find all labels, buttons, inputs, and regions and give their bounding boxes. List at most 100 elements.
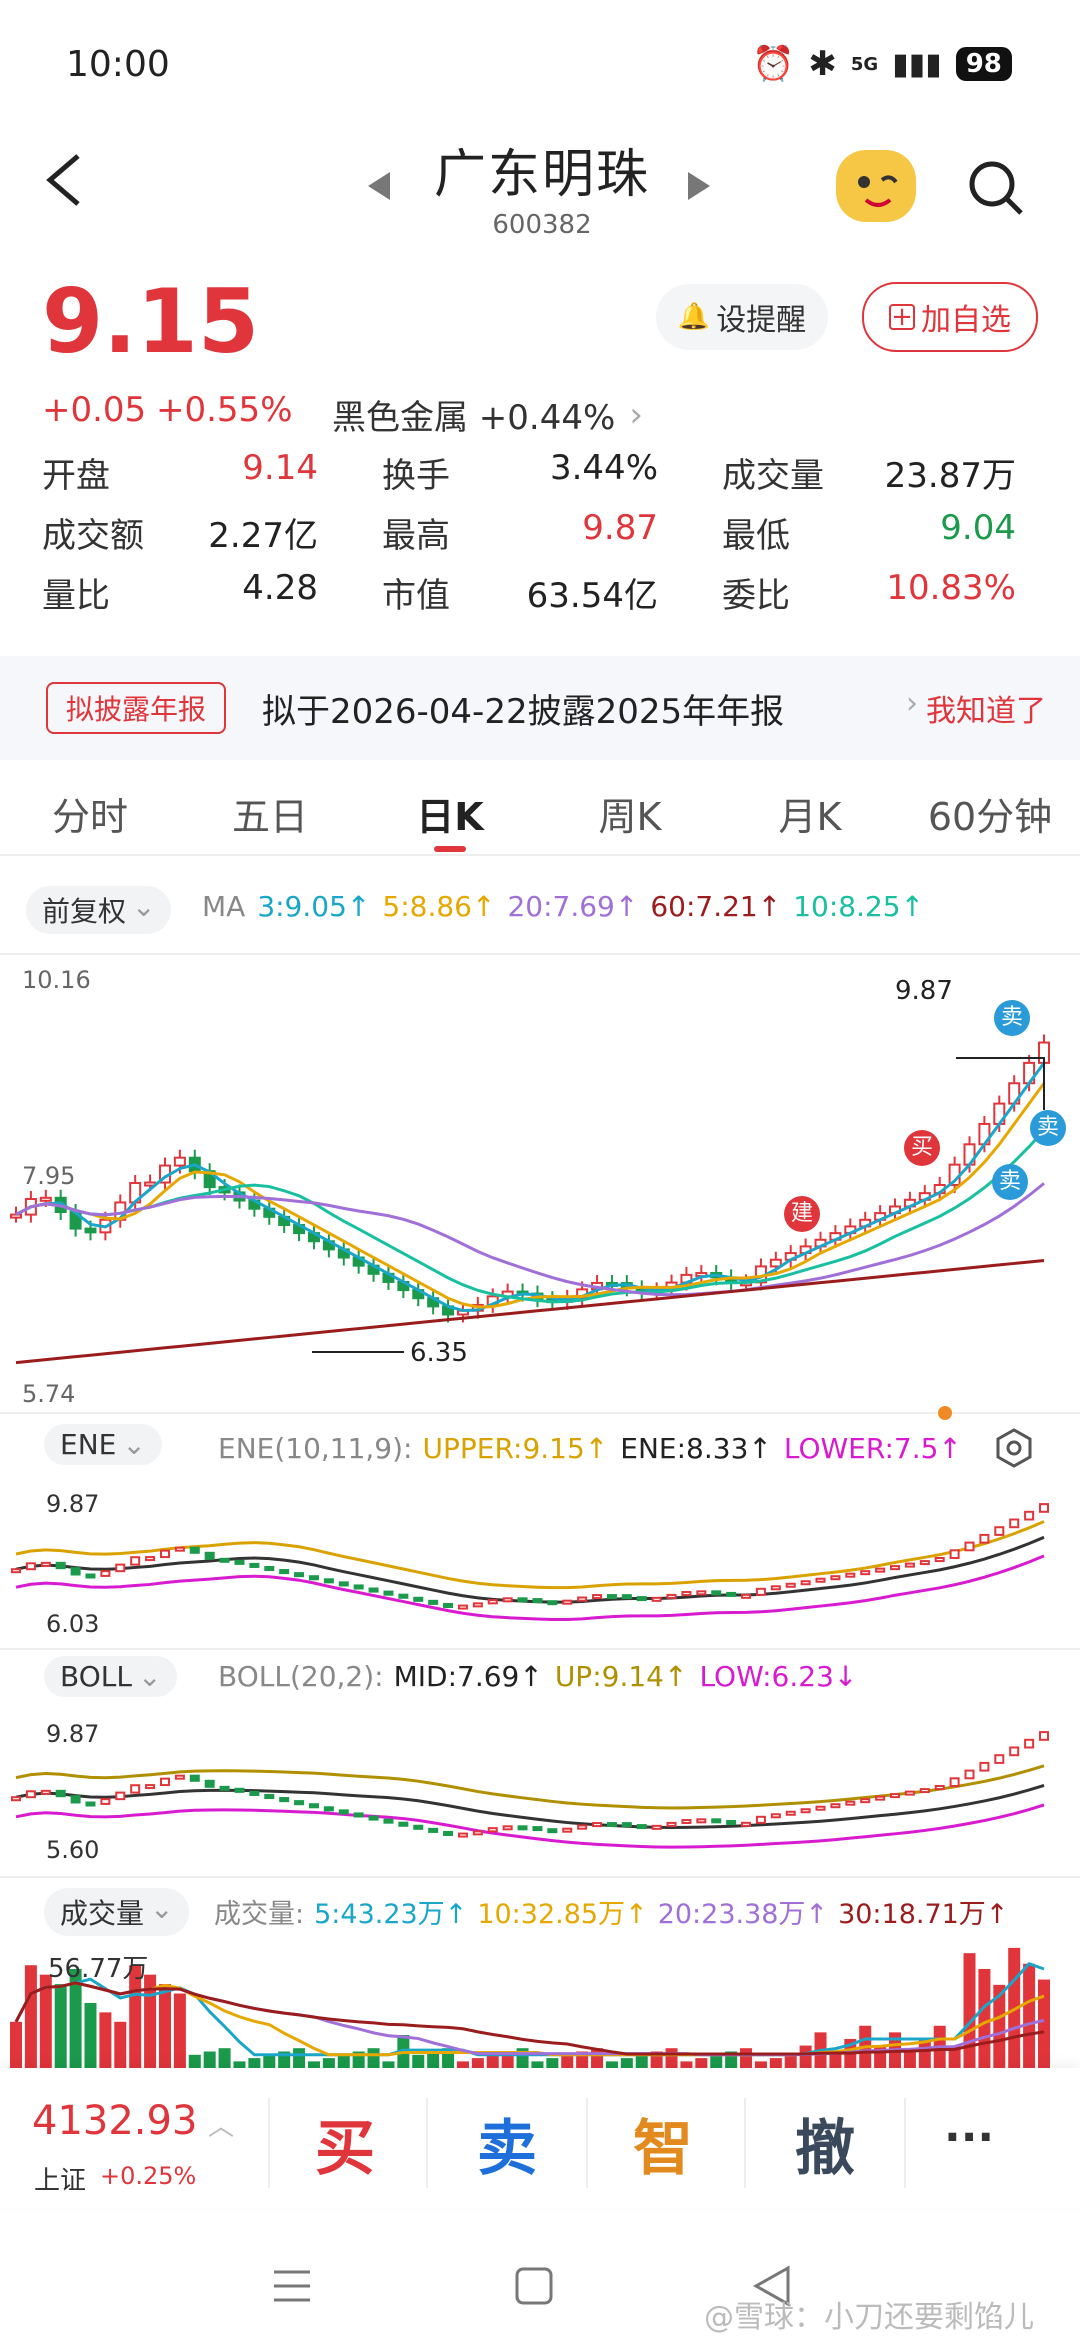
candle [308,1803,319,1809]
tab-period[interactable]: 分时 [0,786,180,846]
legend-item: UP:9.14↑ [554,1660,688,1693]
tab-period[interactable]: 60分钟 [900,786,1080,846]
bottom-action-bar [0,2068,1080,2208]
smart-button[interactable]: 智 [633,2114,693,2184]
candle [726,1819,737,1825]
volume-bar [337,2054,350,2068]
candle [502,1825,513,1831]
volume-bar [263,2054,276,2068]
chevron-up-icon[interactable]: ︿ [208,2112,235,2142]
add-watchlist-button[interactable]: + 加自选 [862,282,1038,352]
kline-chart[interactable] [0,950,1080,1410]
volume-divider [0,1876,1080,1878]
stat-value: 9.14 [242,448,318,488]
candle [681,1819,692,1825]
prev-stock-icon[interactable] [366,170,392,206]
volume-bar [784,2054,797,2068]
tab-period[interactable]: 周K [540,786,720,846]
candle [323,1578,334,1584]
home-nav-icon[interactable] [514,2266,554,2310]
volume-dropdown[interactable]: 成交量 ⌄ [44,1888,190,1936]
tab-label: 60分钟 [927,795,1053,839]
candle [1024,1738,1035,1749]
divider [426,2098,428,2188]
candle [606,1594,617,1600]
signal-marker[interactable]: 卖 [994,1000,1030,1036]
candle [10,1213,22,1219]
candle [696,1590,707,1596]
candle [85,1573,96,1579]
cancel-order-button[interactable]: 撤 [795,2114,855,2184]
volume-bar [680,2061,693,2068]
search-icon[interactable] [966,158,1026,222]
settings-icon[interactable] [994,1428,1034,1472]
signal-marker[interactable]: 卖 [1030,1110,1066,1146]
candle [130,1784,141,1794]
candle [949,1549,960,1560]
sector-link[interactable]: 黑色金属 +0.44% › [332,390,643,439]
tab-label: 日K [416,795,484,839]
menu-nav-icon[interactable] [272,2266,312,2310]
candle [159,1549,170,1559]
volume-chart[interactable] [0,1936,1080,2068]
kline-y-top: 10.16 [22,966,91,994]
buy-button[interactable]: 买 [315,2114,375,2184]
signal-icon: ▮▮▮ [892,46,942,82]
candle [264,1793,275,1800]
candle [443,1602,454,1608]
more-button[interactable]: ··· [944,2112,995,2163]
candle [294,1800,305,1806]
candle [517,1825,528,1831]
sell-button[interactable]: 卖 [477,2114,537,2184]
boll-items: MID:7.69↑ UP:9.14↑ LOW:6.23↓ [394,1660,858,1693]
stat-label: 最高 [382,516,450,556]
legend-item: UPPER:9.15↑ [422,1432,609,1465]
signal-marker[interactable]: 卖 [992,1164,1028,1200]
volume-bar [740,2048,753,2068]
kline-low-label: 6.35 [410,1338,468,1368]
candle [1039,1731,1049,1741]
ene-dropdown[interactable]: ENE ⌄ [44,1424,162,1465]
candle [55,1561,66,1570]
tab-period[interactable]: 日K [360,786,540,852]
index-value[interactable]: 4132.93 [32,2098,198,2144]
signal-marker[interactable]: 建 [784,1196,820,1232]
chevron-down-icon: ⌄ [132,890,156,923]
set-alert-button[interactable]: 🔔 设提醒 [656,284,828,350]
candle [532,1598,543,1604]
signal-marker[interactable]: 买 [904,1130,940,1166]
candle [666,1821,677,1827]
ene-chart[interactable] [0,1478,1080,1648]
candle [592,1822,603,1828]
notice-dismiss-button[interactable]: › 我知道了 [906,686,1046,730]
candle [398,1593,409,1599]
volume-bar [903,2052,916,2068]
price-change-pct: +0.55% [156,390,293,430]
candle [279,1569,290,1575]
candle [800,1580,811,1586]
tab-label: 月K [778,795,842,839]
adjust-dropdown[interactable]: 前复权 ⌄ [26,886,172,934]
boll-chart[interactable] [0,1706,1080,1876]
tab-period[interactable]: 月K [720,786,900,846]
candle [234,1787,245,1793]
next-stock-icon[interactable] [686,170,712,206]
notice-tag: 拟披露年报 [46,682,227,734]
volume-bar [918,2038,931,2068]
mascot-icon[interactable] [836,150,916,222]
indicator-line [15,1764,1045,1810]
back-nav-icon[interactable] [752,2264,792,2312]
candle [741,1593,752,1599]
legend-item: 20:23.38万↑ [657,1899,829,1930]
candle [741,1821,752,1827]
indicator-line [15,1062,1046,1313]
candle [979,1761,990,1772]
candle [904,1562,915,1568]
volume-bar [456,2061,469,2068]
volume-param: 成交量: [214,1899,305,1930]
plus-icon: + [889,304,915,330]
tab-period[interactable]: 五日 [180,786,360,846]
boll-dropdown[interactable]: BOLL ⌄ [44,1656,178,1697]
back-icon[interactable] [40,150,90,210]
stat-label: 成交额 [42,516,144,556]
